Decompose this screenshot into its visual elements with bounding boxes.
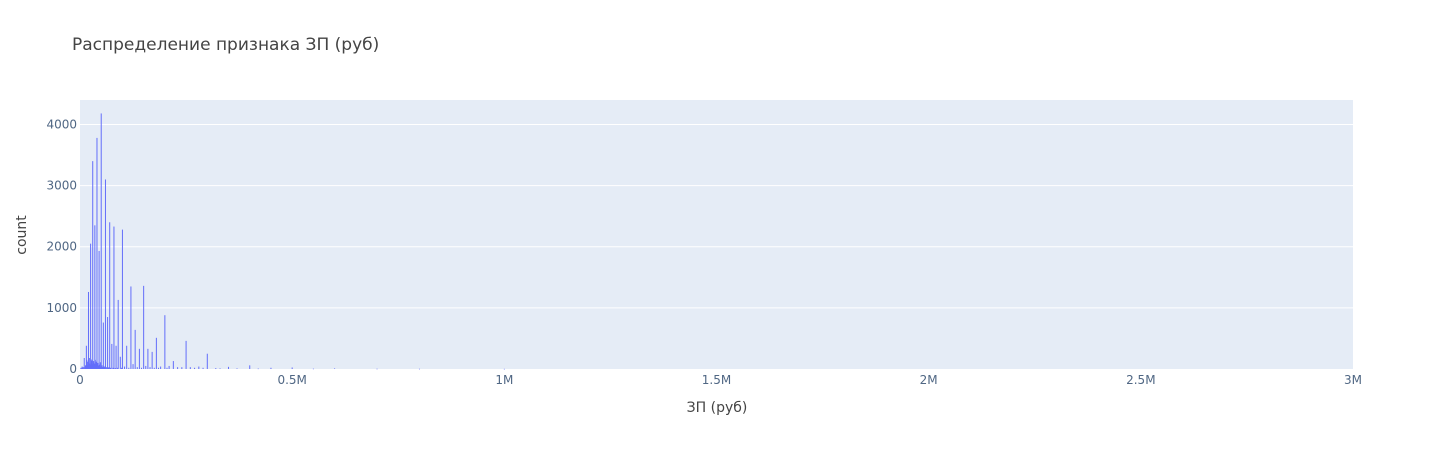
histogram-bar — [166, 367, 168, 369]
histogram-bar — [121, 367, 123, 369]
histogram-bar — [138, 348, 140, 369]
histogram-bar — [116, 367, 118, 369]
x-axis-title: ЗП (руб) — [687, 400, 748, 416]
histogram-bar — [194, 367, 196, 369]
histogram-bar — [121, 229, 123, 369]
histogram-bar — [87, 361, 89, 369]
y-axis-ticks: 0 1000 2000 3000 4000 — [46, 117, 77, 376]
histogram-bar — [134, 329, 136, 369]
histogram-bar — [119, 356, 121, 369]
x-tick-label: 1M — [495, 373, 513, 387]
histogram-bar — [257, 368, 259, 370]
x-tick-label: 2.5M — [1126, 373, 1155, 387]
histogram-bar — [168, 365, 170, 369]
histogram-bar — [153, 367, 155, 369]
y-tick-label: 1000 — [46, 301, 77, 315]
histogram-bar — [503, 368, 505, 370]
histogram-bar — [189, 367, 191, 369]
histogram-bar — [113, 226, 115, 369]
gridlines — [80, 123, 1353, 309]
histogram-bar — [80, 367, 82, 369]
histogram-bar — [95, 361, 97, 369]
x-tick-label: 2M — [920, 373, 938, 387]
histogram-bar — [141, 367, 143, 369]
histogram-bar — [155, 337, 157, 369]
x-tick-label: 3M — [1344, 373, 1362, 387]
histogram-bar — [177, 367, 179, 369]
y-axis-title: count — [14, 215, 30, 255]
histogram-bar — [82, 367, 84, 369]
histogram-bar — [102, 322, 104, 369]
y-tick-label: 3000 — [46, 179, 77, 193]
chart-title: Распределение признака ЗП (руб) — [72, 35, 379, 55]
histogram-bar — [108, 367, 110, 369]
plot-area — [80, 100, 1353, 369]
histogram-bar — [145, 365, 147, 369]
histogram-bar — [81, 366, 83, 369]
histogram-bar — [115, 345, 117, 369]
histogram-bar — [126, 345, 128, 369]
histogram-bar — [94, 225, 96, 369]
histogram-bar — [104, 366, 106, 369]
histogram-bar — [172, 361, 174, 369]
histogram-bar — [109, 222, 111, 369]
histogram-bar — [202, 367, 204, 369]
histogram-bar — [90, 243, 92, 369]
histogram-bar — [132, 364, 134, 369]
y-tick-label: 4000 — [46, 117, 77, 131]
histogram-bar — [236, 368, 238, 369]
histogram-bar — [164, 315, 166, 369]
histogram-bar — [98, 251, 100, 369]
histogram-bar — [151, 351, 153, 369]
x-tick-label: 0 — [76, 373, 84, 387]
x-tick-label: 0.5M — [277, 373, 306, 387]
histogram-bar — [291, 367, 293, 369]
histogram-bar — [418, 368, 420, 370]
histogram-bar — [270, 367, 272, 369]
histogram-bar — [92, 161, 94, 369]
histogram-bar — [136, 367, 138, 369]
histogram-bar — [112, 367, 114, 369]
bars — [80, 113, 505, 370]
histogram-bar — [107, 317, 109, 369]
histogram-bar — [185, 340, 187, 369]
x-tick-label: 1.5M — [702, 373, 731, 387]
y-tick-label: 2000 — [46, 240, 77, 254]
histogram-bar — [87, 291, 89, 369]
histogram-bar — [85, 345, 87, 369]
histogram-bar — [219, 368, 221, 369]
histogram-bar — [160, 366, 162, 369]
histogram-bar — [86, 359, 88, 369]
histogram-bar — [249, 365, 251, 369]
histogram-bar — [114, 368, 116, 369]
histogram-bar — [143, 285, 145, 369]
histogram-bar — [206, 353, 208, 369]
histogram-bar — [198, 366, 200, 369]
histogram-bar — [83, 357, 85, 369]
histogram-bar — [181, 367, 183, 369]
histogram-bar — [130, 286, 132, 369]
x-axis-ticks: 0 0.5M 1M 1.5M 2M 2.5M 3M — [76, 373, 1362, 387]
histogram-bar — [117, 299, 119, 369]
histogram-bar — [312, 368, 314, 370]
histogram-bar — [228, 366, 230, 369]
histogram-bar — [149, 367, 151, 369]
histogram-bar — [111, 343, 113, 369]
histogram-bar — [128, 367, 130, 369]
histogram-bar — [100, 113, 102, 369]
histogram-bar — [96, 137, 98, 369]
histogram-bar — [147, 348, 149, 369]
y-tick-label: 0 — [69, 362, 77, 376]
histogram-bar — [110, 367, 112, 369]
histogram-bar — [99, 362, 101, 369]
histogram-bar — [158, 367, 160, 369]
histogram-bar — [215, 368, 217, 369]
histogram-bar — [124, 366, 126, 369]
histogram-bar — [334, 368, 336, 369]
histogram-bar — [105, 367, 107, 369]
histogram-bar — [376, 368, 378, 370]
histogram-bar — [101, 365, 103, 369]
histogram-bar — [104, 179, 106, 369]
